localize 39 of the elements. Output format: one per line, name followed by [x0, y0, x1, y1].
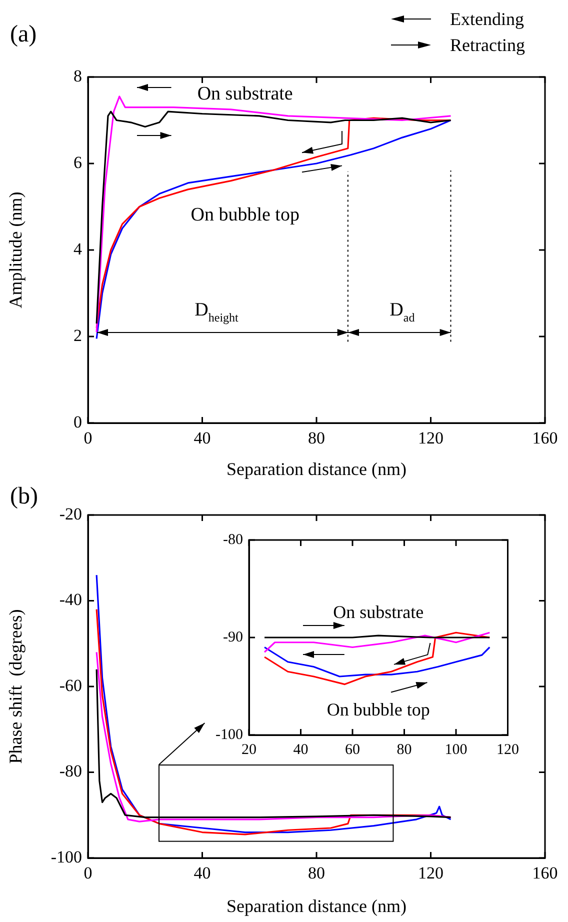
y-axis-title: Amplitude (nm)	[6, 192, 26, 308]
x-tick-label: 40	[194, 864, 211, 883]
text: Retracting	[450, 34, 525, 56]
y-tick-label: -60	[59, 676, 82, 695]
y-tick-label: 6	[74, 152, 82, 172]
y-axis-title: Phase shift (degrees)	[6, 609, 26, 764]
y-tick-label: -80	[223, 532, 243, 548]
x-axis-title: Separation distance (nm)	[226, 896, 406, 916]
y-tick-label: -100	[216, 726, 243, 743]
y-tick-label: 0	[74, 412, 82, 432]
x-tick-label: 80	[396, 742, 412, 758]
chart-title: (a)	[10, 21, 37, 48]
x-tick-label: 40	[293, 742, 308, 758]
y-tick-label: -100	[50, 847, 82, 866]
x-tick-label: 120	[496, 742, 519, 758]
annotation: On bubble top	[326, 699, 430, 720]
x-tick-label: 80	[308, 428, 325, 448]
chart-title: (b)	[10, 483, 38, 510]
x-tick-label: 80	[308, 864, 325, 883]
x-tick-label: 20	[242, 742, 256, 758]
y-tick-label: 4	[74, 239, 82, 258]
x-tick-label: 120	[418, 428, 444, 448]
annotation: On bubble top	[190, 204, 300, 226]
x-tick-label: 160	[532, 864, 558, 883]
x-tick-label: 160	[532, 428, 558, 448]
annotation: On substrate	[333, 602, 424, 622]
y-tick-label: 2	[74, 326, 82, 345]
annotation: On substrate	[197, 83, 293, 104]
y-tick-label: -90	[223, 629, 243, 646]
x-tick-label: 40	[194, 428, 211, 448]
x-tick-label: 120	[418, 864, 444, 883]
y-tick-label: -40	[59, 590, 82, 610]
x-tick-label: 60	[345, 742, 360, 758]
y-tick-label: -20	[59, 504, 82, 524]
x-axis-title: Separation distance (nm)	[226, 458, 406, 479]
text: Extending	[450, 8, 524, 30]
y-tick-label: -80	[59, 762, 82, 781]
x-tick-label: 100	[444, 742, 468, 758]
y-tick-label: 8	[74, 66, 82, 86]
